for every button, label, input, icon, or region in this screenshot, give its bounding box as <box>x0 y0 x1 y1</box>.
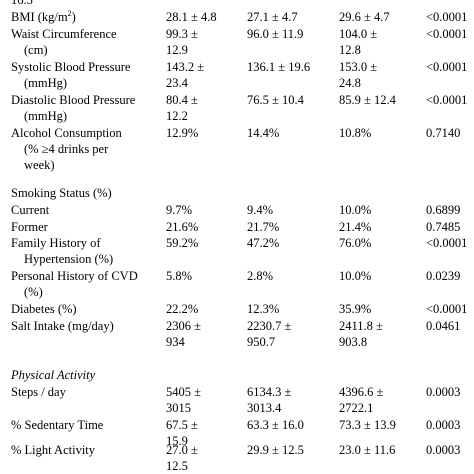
table-cell: <0.0001 <box>426 236 468 250</box>
table-cell: 28.1 ± 4.8 <box>166 10 217 24</box>
table-cell: 24.8 <box>339 76 361 90</box>
row-label: (mmHg) <box>24 109 68 123</box>
table-cell: 10.0% <box>339 203 372 217</box>
table-cell: 47.2% <box>247 236 280 250</box>
row-label: Personal History of CVD <box>11 269 138 283</box>
row-label: (cm) <box>24 43 48 57</box>
table-cell: 6134.3 ± <box>247 385 292 399</box>
row-label: Hypertension (%) <box>24 252 114 266</box>
table-cell: 950.7 <box>247 335 276 349</box>
table-cell: 0.7140 <box>426 126 461 140</box>
row-label: Family History of <box>11 236 101 250</box>
table-cell: 23.4 <box>166 76 188 90</box>
table-cell: <0.0001 <box>426 10 468 24</box>
table-cell: 27.1 ± 4.7 <box>247 10 298 24</box>
table-cell: 2230.7 ± <box>247 319 292 333</box>
table-cell: 0.0239 <box>426 269 461 283</box>
table-cell: 63.3 ± 16.0 <box>247 418 304 432</box>
row-label: Systolic Blood Pressure <box>11 60 131 74</box>
row-label: BMI (kg/m2) <box>11 8 76 24</box>
table-cell: 12.8 <box>339 43 361 57</box>
table-cell: 2411.8 ± <box>339 319 383 333</box>
table-cell: 153.0 ± <box>339 60 378 74</box>
table-cell: 76.5 ± 10.4 <box>247 93 304 107</box>
table-cell: 12.5 <box>166 459 188 473</box>
table-cell: 21.7% <box>247 220 280 234</box>
table-cell: 22.2% <box>166 302 199 316</box>
row-label: Steps / day <box>11 385 66 399</box>
table-cell: 5405 ± <box>166 385 201 399</box>
table-cell: 59.2% <box>166 236 199 250</box>
row-label: Current <box>11 203 50 217</box>
table-cell: 104.0 ± <box>339 27 378 41</box>
table-cell: 136.1 ± 19.6 <box>247 60 311 74</box>
row-label: Alcohol Consumption <box>11 126 122 140</box>
row-label: Smoking Status (%) <box>11 186 112 200</box>
table-cell: 9.7% <box>166 203 193 217</box>
table-cell: 73.3 ± 13.9 <box>339 418 396 432</box>
row-label: 16.3 <box>11 0 33 7</box>
table-cell: 0.7485 <box>426 220 461 234</box>
table-cell: 0.0003 <box>426 418 461 432</box>
table-cell: 21.6% <box>166 220 199 234</box>
table-cell: 2722.1 <box>339 401 374 415</box>
table-cell: 67.5 ± <box>166 418 198 432</box>
table-cell: 10.8% <box>339 126 372 140</box>
table-cell: 21.4% <box>339 220 372 234</box>
row-label: Diabetes (%) <box>11 302 77 316</box>
table-cell: 76.0% <box>339 236 372 250</box>
table-cell: 5.8% <box>166 269 193 283</box>
table-cell: 10.0% <box>339 269 372 283</box>
table-cell: 9.4% <box>247 203 274 217</box>
table-cell: 3013.4 <box>247 401 282 415</box>
table-cell: 96.0 ± 11.9 <box>247 27 304 41</box>
row-label: week) <box>24 158 55 172</box>
row-label: Physical Activity <box>11 368 96 382</box>
table-cell: 23.0 ± 11.6 <box>339 443 396 457</box>
row-label: (%) <box>24 285 43 299</box>
table-cell: 29.9 ± 12.5 <box>247 443 304 457</box>
table-cell: <0.0001 <box>426 302 468 316</box>
row-label: (% ≥4 drinks per <box>24 142 109 156</box>
table-cell: 2.8% <box>247 269 274 283</box>
table-cell: 35.9% <box>339 302 372 316</box>
table-cell: 80.4 ± <box>166 93 198 107</box>
table-cell: <0.0001 <box>426 93 468 107</box>
table-cell: 0.0003 <box>426 385 461 399</box>
table-cell: 903.8 <box>339 335 368 349</box>
row-label: Former <box>11 220 48 234</box>
row-label: Salt Intake (mg/day) <box>11 319 114 333</box>
table-cell: 12.9 <box>166 43 188 57</box>
table-cell: 12.2 <box>166 109 188 123</box>
table-cell: 934 <box>166 335 185 349</box>
row-label: (mmHg) <box>24 76 68 90</box>
row-label: % Sedentary Time <box>11 418 104 432</box>
table-cell: 29.6 ± 4.7 <box>339 10 390 24</box>
row-label: % Light Activity <box>11 443 96 457</box>
row-label: Diastolic Blood Pressure <box>11 93 136 107</box>
table-cell: 2306 ± <box>166 319 201 333</box>
table-cell: 0.6899 <box>426 203 461 217</box>
table-cell: 12.3% <box>247 302 280 316</box>
table-cell: 15.9 <box>166 434 188 448</box>
table-cell: 85.9 ± 12.4 <box>339 93 396 107</box>
table-cell: 0.0461 <box>426 319 461 333</box>
row-label: Waist Circumference <box>11 27 117 41</box>
table-cell: 3015 <box>166 401 191 415</box>
table-cell: <0.0001 <box>426 27 468 41</box>
table-cell: 27.0 ± <box>166 443 198 457</box>
table-cell: <0.0001 <box>426 60 468 74</box>
table-cell: 99.3 ± <box>166 27 198 41</box>
table-cell: 4396.6 ± <box>339 385 384 399</box>
table-cell: 0.0003 <box>426 443 461 457</box>
table-cell: 14.4% <box>247 126 280 140</box>
table-cell: 143.2 ± <box>166 60 205 74</box>
table-cell: 12.9% <box>166 126 199 140</box>
